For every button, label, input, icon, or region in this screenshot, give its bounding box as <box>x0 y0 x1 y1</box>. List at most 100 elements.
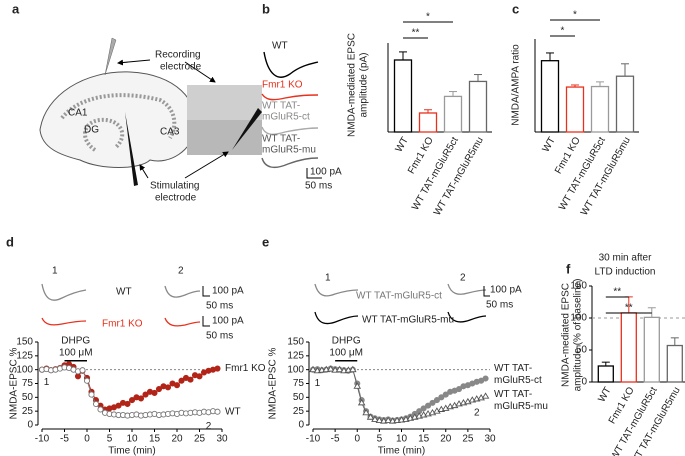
trace-label: WT TAT- <box>262 134 300 145</box>
trace-label: 1 <box>52 266 58 277</box>
diagram-label: CA1 <box>68 108 88 119</box>
point <box>349 365 357 373</box>
diagram-label: electrode <box>160 62 202 73</box>
chart-title: LTD induction <box>595 267 656 278</box>
point <box>481 392 490 399</box>
bar <box>443 95 463 133</box>
hippocampus-diagram <box>39 37 262 186</box>
point <box>366 413 375 420</box>
significance-label: * <box>561 26 565 37</box>
scale-bar <box>483 286 490 297</box>
annotation: 1 <box>315 378 321 389</box>
x-tick-label: 0 <box>84 434 90 445</box>
point <box>433 397 440 404</box>
point <box>137 395 145 402</box>
y-tick-label: 25 <box>22 406 34 417</box>
x-tick-label: 20 <box>440 434 452 445</box>
x-tick-label: 20 <box>171 434 183 445</box>
point <box>429 399 436 406</box>
point <box>482 375 489 382</box>
y-axis-label: NMDA-mediated EPSC <box>347 33 358 137</box>
x-tick-label: WT <box>394 135 411 154</box>
diagram-label: Stimulating <box>150 181 199 192</box>
y-tick-label: 125 <box>287 350 304 361</box>
annotation: 100 μM <box>59 347 93 358</box>
point <box>155 385 163 393</box>
x-axis-label: Time (min) <box>108 446 155 456</box>
y-tick-label: 25 <box>293 406 305 417</box>
bar <box>565 86 585 133</box>
chart-title: 30 min after <box>599 253 652 264</box>
point <box>335 365 344 373</box>
point <box>362 408 370 416</box>
scale-label: 50 ms <box>206 331 233 342</box>
y-tick-label: 125 <box>16 350 33 361</box>
x-tick-label: WT <box>596 385 613 404</box>
trace-label: Fmr1 KO <box>102 319 143 330</box>
point <box>384 416 393 424</box>
traces <box>41 283 487 327</box>
significance-label: * <box>426 12 430 23</box>
x-tick-label: -5 <box>331 434 340 445</box>
annotation: DHPG <box>61 335 90 346</box>
series-label: mGluR5-mu <box>494 401 548 412</box>
x-tick-label: 0 <box>354 434 360 445</box>
point <box>83 377 91 384</box>
scale-label: 50 ms <box>305 181 332 192</box>
trace-label: mGluR5-ct <box>262 112 310 123</box>
scale-label: 50 ms <box>206 301 233 312</box>
x-tick-label: WT <box>541 135 558 154</box>
point <box>164 384 172 391</box>
bar <box>540 60 560 133</box>
y-axis-label: amplitude (pA) <box>359 52 370 117</box>
bar <box>597 365 614 383</box>
annotation: 2 <box>474 408 480 419</box>
trace-label: 1 <box>325 273 331 284</box>
y-tick-label: 50 <box>22 392 34 403</box>
x-tick-label: 25 <box>194 434 206 445</box>
point <box>371 415 379 422</box>
series-label: Fmr1 KO <box>225 363 266 374</box>
y-tick-label: 100 <box>287 364 304 375</box>
x-tick-label: 10 <box>126 434 138 445</box>
bar <box>615 75 635 133</box>
point <box>424 402 432 409</box>
point <box>115 402 122 409</box>
x-tick-label: 5 <box>377 434 383 445</box>
y-tick-label: 150 <box>16 337 33 348</box>
point <box>173 382 181 389</box>
y-axis-label: NMDA-mediated EPSC <box>561 283 572 387</box>
series-line <box>312 368 486 421</box>
trace-label: mGluR5-mu <box>262 145 316 156</box>
x-tick-label: 30 <box>484 434 496 445</box>
legend-label: WT TAT-mGluR5-ct <box>356 291 442 302</box>
bar <box>468 80 488 133</box>
bar <box>643 316 660 383</box>
significance-label: ** <box>613 287 621 298</box>
trace-label: 2 <box>178 266 184 277</box>
x-tick-label: -10 <box>306 434 321 445</box>
trace-label: WT <box>272 41 288 52</box>
y-tick-label: 50 <box>576 345 588 356</box>
point <box>214 408 221 415</box>
significance-label: ** <box>412 28 420 39</box>
point <box>142 391 149 398</box>
scale-label: 100 pA <box>490 285 522 296</box>
series-label: WT <box>225 406 241 417</box>
y-tick-label: 75 <box>22 378 34 389</box>
scale-label: 100 pA <box>212 286 244 297</box>
point <box>326 365 335 372</box>
trace-label: WT TAT- <box>262 101 300 112</box>
point <box>375 416 384 424</box>
scale-label: 100 pA <box>310 167 342 178</box>
traces <box>261 51 322 179</box>
x-tick-label: 30 <box>216 434 228 445</box>
point <box>353 382 362 389</box>
bar <box>590 85 610 133</box>
series-label: WT TAT- <box>494 363 532 374</box>
point <box>128 397 136 404</box>
legend-label: WT TAT-mGluR5-mu <box>362 315 454 326</box>
trace-label: WT <box>116 287 132 298</box>
panel-label: d <box>6 234 14 249</box>
